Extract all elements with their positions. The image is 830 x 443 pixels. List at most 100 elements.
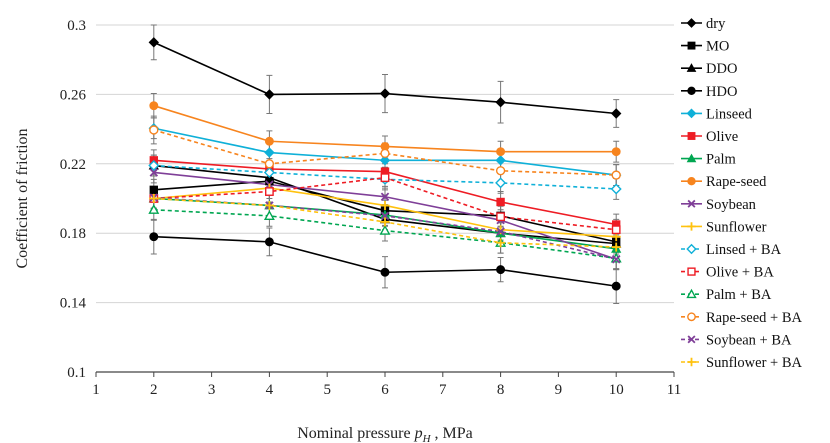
data-point [380,192,390,202]
data-point [148,204,160,214]
legend-label: Sunflower + BA [706,355,803,371]
x-axis-title: Nominal pressure pH , MPa [297,425,473,443]
legend-marker [686,243,697,255]
legend-marker [687,86,696,95]
legend-item-1: MO [681,39,729,55]
data-point [611,281,621,291]
data-point [265,187,274,196]
legend-marker [686,153,697,163]
x-tick-label: 5 [323,382,331,398]
x-tick-label: 9 [555,382,563,398]
legend-label: HDO [706,84,737,100]
x-tick-label: 3 [208,382,216,398]
data-point [611,225,621,235]
legend-item-3: HDO [681,84,737,100]
data-point [149,232,159,242]
data-point [379,155,391,166]
data-point [611,147,621,157]
legend-label: Soybean + BA [706,332,792,348]
legend-label: DDO [706,61,737,77]
legend-marker [687,41,696,50]
y-tick-label: 0.18 [60,226,86,242]
data-point [264,147,275,158]
data-point [380,267,390,277]
data-point [380,211,390,221]
legend-marker [687,199,696,208]
data-point [380,173,390,183]
series-line-13 [153,129,617,176]
x-axis-title-subscript: H [422,433,432,443]
legend-item-11: Olive + BA [681,265,774,281]
data-point [496,238,506,248]
legend-item-4: Linseed [681,106,753,122]
legend-label: Olive + BA [706,265,774,281]
data-point [264,237,274,247]
data-point [495,177,507,189]
data-point [610,108,622,119]
legend-marker [686,288,697,299]
data-point [611,242,621,252]
x-tick-label: 6 [381,382,389,398]
legend-item-10: Linsed + BA [681,242,782,258]
data-point [149,101,159,111]
legend-marker [686,18,697,28]
data-point [495,97,506,108]
data-point [611,170,621,180]
legend-item-6: Palm [681,152,737,168]
data-point [148,160,160,172]
data-point [379,88,391,99]
data-point [610,183,622,195]
legend-item-0: dry [681,16,726,32]
x-tick-label: 2 [150,382,158,398]
data-point [264,89,275,100]
data-point [380,200,390,210]
legend-marker [687,335,696,344]
legend-marker [687,222,696,231]
data-point [495,155,506,166]
data-point [263,166,275,178]
data-point [149,194,159,203]
y-tick-label: 0.14 [60,296,87,312]
legend-label: Palm + BA [706,287,772,303]
legend-label: Rape-seed + BA [706,310,802,326]
data-point [149,185,158,195]
legend-item-9: Sunflower [681,219,767,235]
legend-item-14: Soybean + BA [681,332,792,348]
x-axis-title-symbol: p [414,425,423,442]
legend-marker [687,267,696,276]
legend-label: Soybean [706,197,757,213]
legend-marker [687,177,696,186]
y-tick-label: 0.26 [60,87,87,103]
data-point [264,159,275,169]
data-point [380,148,390,159]
y-tick-label: 0.22 [60,157,86,173]
x-tick-label: 4 [266,382,274,398]
data-point [263,210,275,220]
y-tick-label: 0.3 [67,18,86,34]
legend-marker [687,312,696,322]
legend-item-7: Rape-seed [681,174,767,190]
legend: dry MO DDO HDO Linseed Olive Palm Rape-seed Soyb… [681,16,803,371]
legend-marker [686,108,697,119]
legend-item-2: DDO [681,61,737,77]
legend-marker [686,63,697,72]
data-point [496,197,505,207]
axis-labels: 0.1 0.14 0.18 0.22 0.26 0.3 1 2 3 4 5 6 7 8 9 10 11 Coeff… [14,18,681,443]
series-markers [148,37,622,291]
x-tick-label: 8 [497,382,505,398]
data-point [611,254,621,264]
y-axis-title: Coefficient of friction [14,128,31,268]
legend-marker [687,357,696,367]
legend-label: Linsed + BA [706,242,782,258]
data-point [149,125,159,135]
legend-label: Palm [706,152,737,168]
x-tick-label: 11 [667,382,681,398]
x-axis-title-text: Nominal pressure [297,425,414,442]
axes [95,371,675,377]
legend-label: dry [706,16,726,32]
data-point [496,227,505,236]
legend-item-13: Rape-seed + BA [681,310,802,326]
data-point [379,224,391,235]
